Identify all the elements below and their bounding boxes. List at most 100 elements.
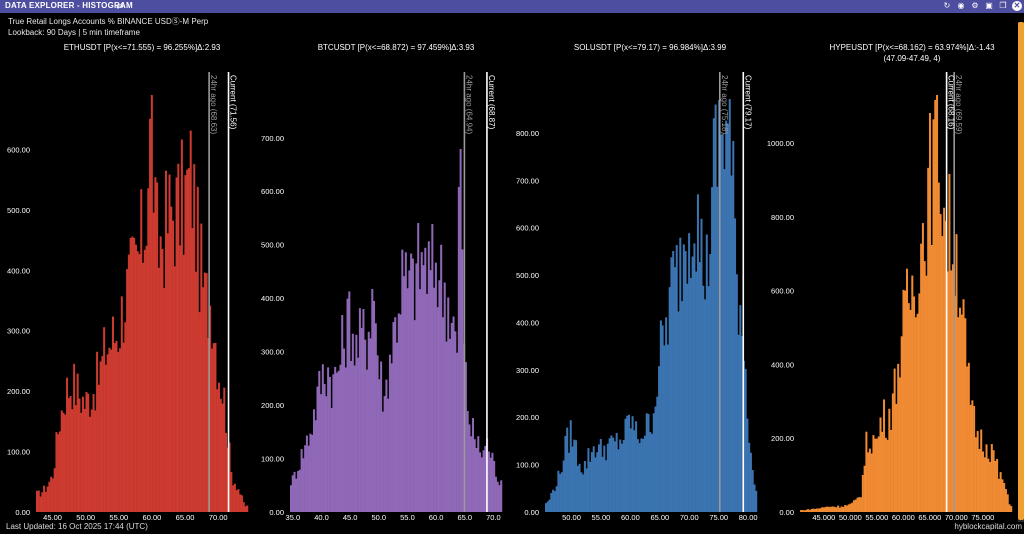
histogram-bar — [629, 428, 632, 512]
histogram-bar — [115, 340, 118, 512]
histogram-bar — [884, 437, 887, 512]
histogram-bar — [193, 164, 196, 512]
histogram-bar — [233, 483, 236, 512]
histogram-bar — [119, 348, 122, 512]
histogram-bar — [548, 499, 551, 512]
histogram-bar — [587, 448, 590, 512]
y-tick-label: 300.00 — [7, 327, 30, 336]
histogram-bar — [166, 233, 169, 513]
histogram-bar — [688, 233, 691, 512]
save-icon[interactable]: ▣ — [985, 1, 993, 10]
settings-sliders-icon[interactable]: ⇌ — [116, 1, 124, 11]
histogram-bar — [812, 508, 815, 512]
histogram-bar — [904, 290, 907, 512]
histogram-bar — [212, 343, 215, 512]
histogram-bar — [394, 317, 397, 512]
chart-title: BTCUSDT [P(x<=68.872) = 97.459%]Δ:3.93 — [318, 43, 475, 52]
histogram-bar — [369, 338, 372, 512]
camera-icon[interactable]: ◉ — [957, 1, 965, 10]
histogram-bar — [168, 174, 171, 512]
histogram-bar — [672, 251, 675, 512]
y-tick-label: 0.00 — [524, 508, 539, 517]
histogram-bar — [552, 489, 555, 512]
chart-title: HYPEUSDT [P(x<=68.162) = 63.974%]Δ:-1.43 — [829, 43, 995, 52]
y-tick-label: 600.00 — [771, 287, 794, 296]
x-tick-label: 75.00 — [709, 513, 728, 522]
histogram-bar — [633, 430, 636, 512]
histogram-bar — [890, 429, 893, 512]
histogram-bar — [348, 291, 351, 512]
histogram-bar — [202, 287, 205, 512]
histogram-bar — [730, 175, 733, 512]
histogram-bar — [805, 509, 808, 512]
histogram-bar — [500, 480, 503, 512]
histogram-bar — [737, 334, 740, 512]
histogram-bar — [617, 449, 620, 512]
copy-icon[interactable]: ❐ — [999, 1, 1007, 10]
histogram-bar — [221, 403, 224, 512]
y-tick-label: 400.00 — [261, 294, 284, 303]
histogram-bar — [677, 311, 680, 512]
histogram-bar — [877, 436, 880, 512]
histogram-bar — [184, 175, 187, 512]
histogram-bar — [608, 438, 611, 512]
histogram-bar — [992, 450, 995, 512]
histogram-bar — [684, 251, 687, 512]
histogram-bar — [973, 406, 976, 512]
histogram-bar — [392, 322, 395, 512]
vertical-scrollbar[interactable] — [1018, 22, 1024, 522]
histogram-bar — [928, 112, 931, 513]
gear-icon[interactable]: ⚙ — [971, 1, 979, 10]
histogram-bar — [755, 490, 758, 512]
y-tick-label: 200.00 — [516, 413, 539, 422]
histogram-bar — [388, 354, 391, 512]
histogram-bar — [689, 277, 692, 512]
histogram-bar — [297, 471, 300, 512]
histogram-bar — [346, 298, 349, 512]
histogram-bar — [819, 508, 822, 512]
histogram-bar — [295, 478, 298, 512]
histogram-bar — [179, 245, 182, 512]
x-tick-label: 55.0 — [400, 513, 415, 522]
histogram-bar — [387, 398, 390, 512]
scrollbar-thumb[interactable] — [1018, 22, 1024, 520]
histogram-bar — [443, 282, 446, 512]
histogram-bar — [560, 472, 563, 512]
histogram-bar — [807, 509, 810, 512]
histogram-bar — [1010, 506, 1013, 512]
y-tick-label: 400.00 — [771, 360, 794, 369]
refresh-icon[interactable]: ↻ — [943, 1, 951, 10]
histogram-bar — [175, 177, 178, 513]
y-tick-label: 500.00 — [261, 241, 284, 250]
window-controls: ↻ ◉ ⚙ ▣ ❐ ✕ — [942, 1, 1022, 11]
histogram-bar — [594, 457, 597, 512]
histogram-bar — [401, 249, 404, 512]
chart-title: SOLUSDT [P(x<=79.17) = 96.984%]Δ:3.99 — [574, 43, 727, 52]
histogram-bar — [145, 245, 148, 512]
prior-24hr-label: 24hr ago (64.94) — [464, 75, 473, 134]
histogram-bar — [696, 194, 699, 513]
histogram-bar — [826, 506, 829, 512]
histogram-bar — [358, 308, 361, 512]
x-tick-label: 75.000 — [971, 513, 994, 522]
close-icon[interactable]: ✕ — [1012, 1, 1022, 11]
histogram-bar — [304, 445, 307, 512]
histogram-bar — [658, 366, 661, 512]
histogram-bar — [1003, 482, 1006, 512]
histogram-bar — [856, 497, 859, 512]
histogram-bar — [328, 376, 331, 512]
x-tick-label: 60.0 — [429, 513, 444, 522]
y-tick-label: 100.00 — [7, 448, 30, 457]
y-tick-label: 500.00 — [7, 206, 30, 215]
brand-link[interactable]: hyblockcapital.com — [954, 522, 1022, 531]
histogram-bar — [298, 469, 301, 512]
histogram-bar — [161, 249, 164, 513]
histogram-bar — [106, 354, 109, 512]
histogram-bar — [447, 297, 450, 512]
histogram-bar — [967, 362, 970, 512]
histogram-bar — [351, 333, 354, 512]
histogram-bar — [429, 270, 432, 512]
histogram-bar — [861, 475, 864, 512]
histogram-bar — [711, 187, 714, 512]
histogram-bar — [408, 270, 411, 512]
